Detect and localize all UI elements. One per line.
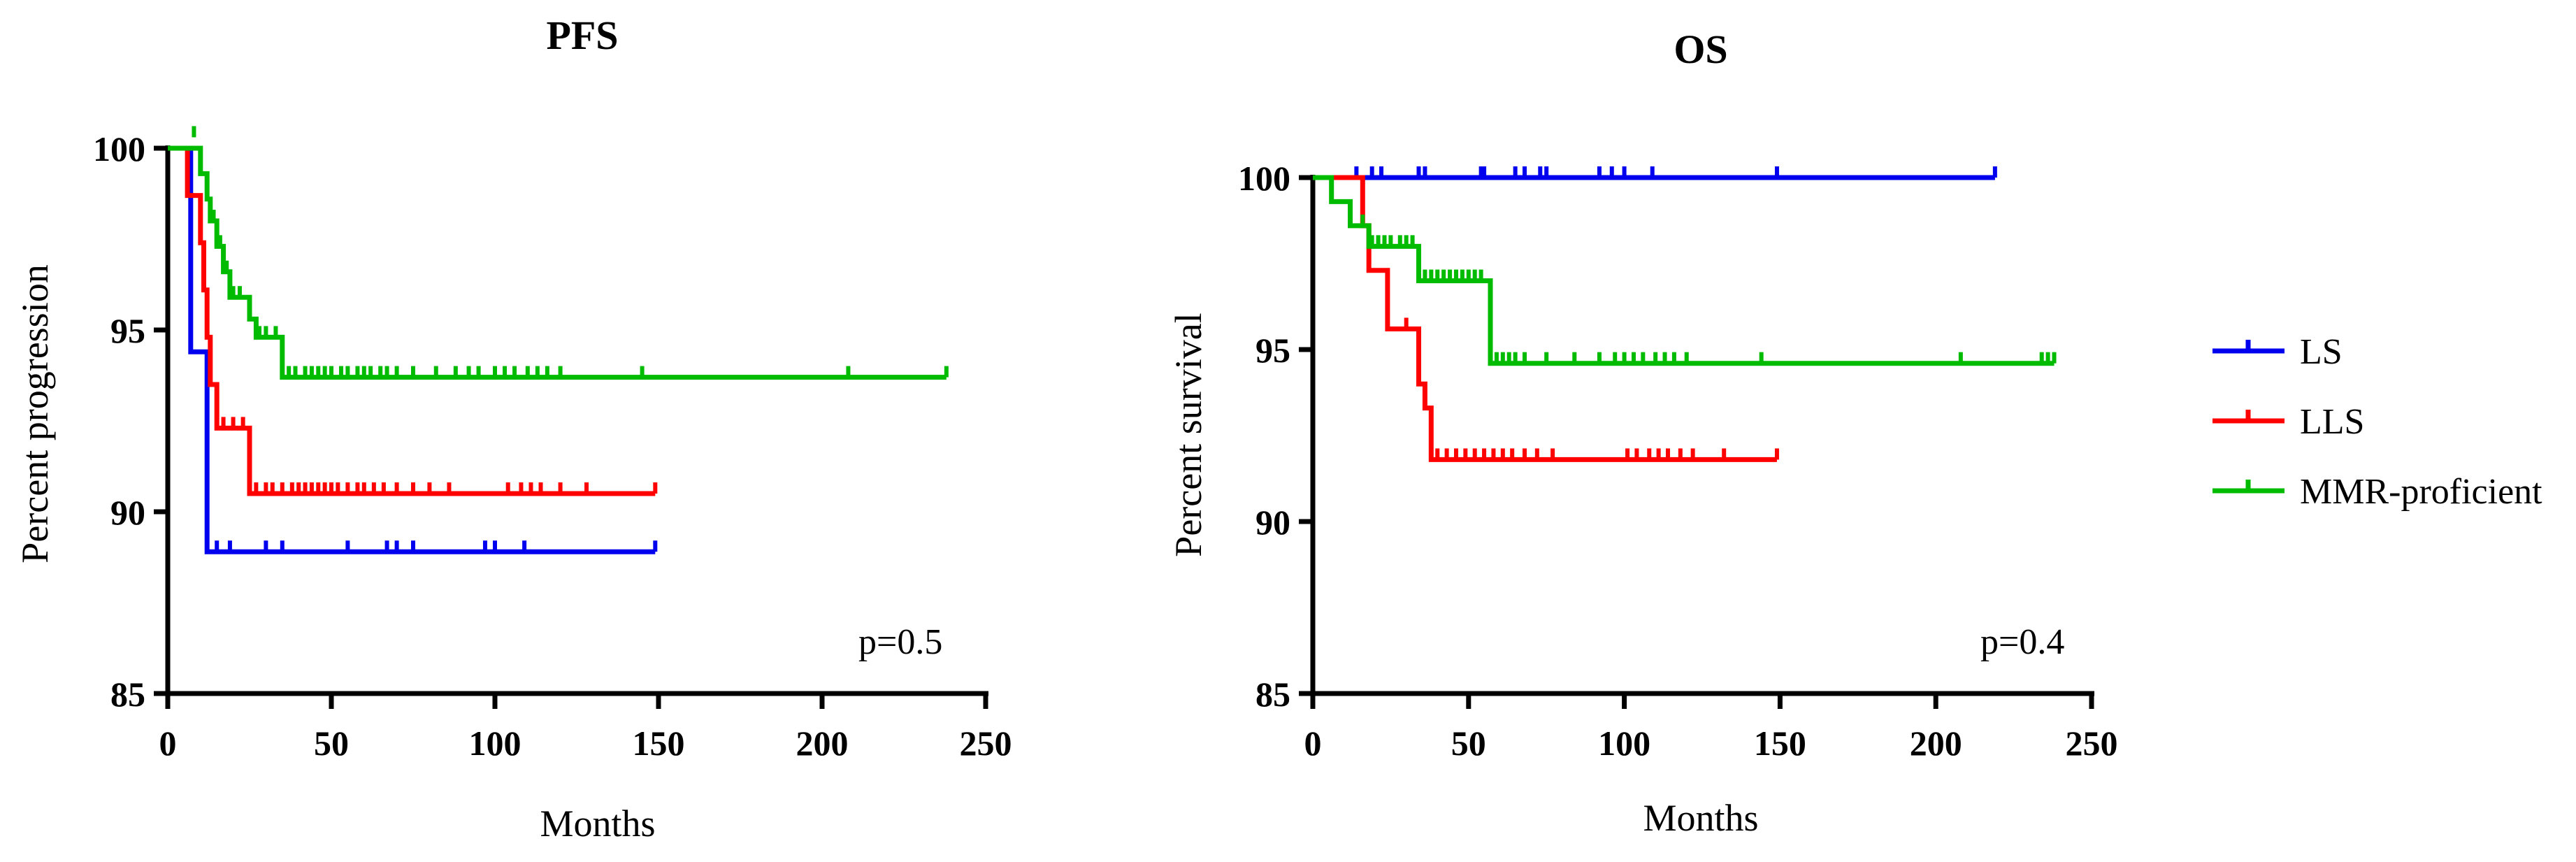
pfs-y-axis-label: Percent progression — [14, 264, 56, 563]
os-p-value: p=0.4 — [1980, 622, 2064, 662]
pfs-y-tick-label: 85 — [110, 675, 145, 714]
legend-entry-lls: LLS — [2212, 402, 2364, 442]
pfs-x-tick-label: 150 — [633, 724, 685, 763]
os-x-tick-label: 150 — [1754, 724, 1806, 763]
legend-label-ls: LS — [2300, 332, 2343, 372]
os-series-group — [1313, 166, 2057, 462]
pfs-title: PFS — [546, 13, 618, 58]
os-lls-curve — [1313, 175, 1777, 462]
pfs-x-tick-label: 0 — [159, 724, 177, 763]
os-y-tick-label: 100 — [1238, 159, 1290, 198]
pfs-lls-curve — [168, 145, 656, 496]
os-x-tick-label: 250 — [2066, 724, 2118, 763]
pfs-mmr-proficient-curve — [168, 145, 947, 380]
os-y-tick-label: 95 — [1255, 331, 1290, 370]
legend-entry-ls: LS — [2212, 332, 2343, 372]
pfs-axes: 85 90 95 100 0 50 100 150 200 250 — [93, 129, 1012, 763]
pfs-x-tick-label: 200 — [796, 724, 849, 763]
os-x-tick-label: 50 — [1451, 724, 1486, 763]
pfs-panel: PFS Percent progression Months p=0.5 85 9… — [14, 13, 1012, 845]
pfs-x-tick-label: 250 — [960, 724, 1012, 763]
os-x-tick-label: 200 — [1910, 724, 1962, 763]
os-x-tick-label: 100 — [1598, 724, 1650, 763]
os-axes: 85 90 95 100 0 50 100 150 200 250 — [1238, 159, 2118, 763]
os-x-tick-label: 0 — [1304, 724, 1322, 763]
os-y-axis-label: Percent survival — [1167, 313, 1209, 556]
pfs-p-value: p=0.5 — [858, 622, 942, 662]
pfs-y-tick-label: 95 — [110, 311, 145, 350]
pfs-x-tick-label: 50 — [314, 724, 349, 763]
os-x-axis-label: Months — [1643, 797, 1758, 839]
legend-label-lls: LLS — [2300, 402, 2364, 442]
pfs-x-axis-label: Months — [540, 803, 655, 845]
pfs-y-tick-label: 90 — [110, 493, 145, 532]
legend: LS LLS MMR-proficient — [2212, 332, 2542, 512]
os-panel: OS Percent survival Months p=0.4 85 90 95 1… — [1167, 27, 2118, 839]
os-title: OS — [1674, 27, 1727, 72]
os-y-tick-label: 90 — [1255, 503, 1290, 542]
pfs-x-tick-label: 100 — [469, 724, 521, 763]
os-mmr-proficient-curve — [1313, 175, 2055, 366]
pfs-y-tick-label: 100 — [93, 129, 145, 168]
legend-label-mmr-proficient: MMR-proficient — [2300, 472, 2542, 512]
pfs-series-group — [168, 126, 949, 554]
legend-entry-mmr-proficient: MMR-proficient — [2212, 472, 2542, 512]
os-y-tick-label: 85 — [1255, 675, 1290, 714]
